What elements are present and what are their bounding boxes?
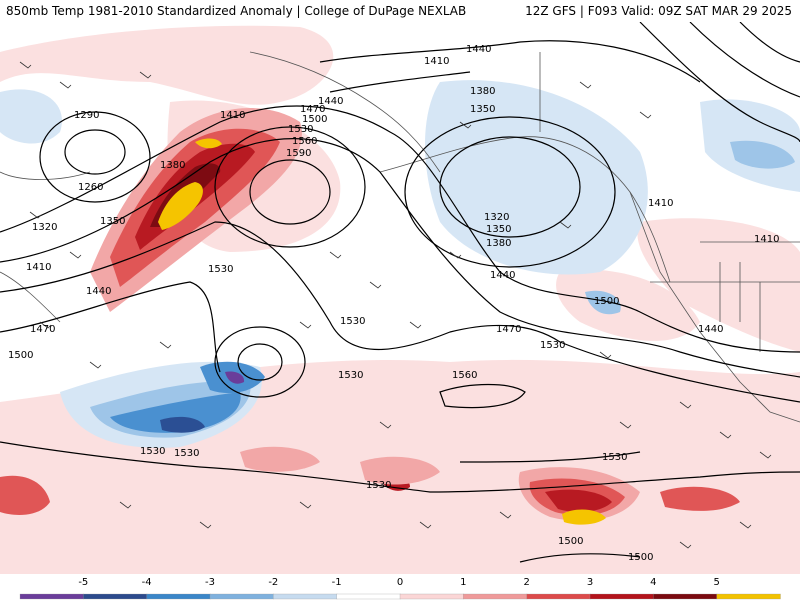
contour-label: 1350 [486,224,511,235]
colorbar-tick-label: 0 [397,577,403,588]
colorbar-swatch [526,593,591,600]
contour-label: 1590 [286,148,311,159]
colorbar-swatch [653,593,718,600]
colorbar-swatch [399,593,464,600]
anomaly-positive-region [545,489,612,513]
contour-label: 1500 [594,296,619,307]
colorbar-swatch [209,593,274,600]
colorbar-swatch [19,593,84,600]
contour-label: 1440 [86,286,111,297]
contour-label: 1440 [698,324,723,335]
coastlines [0,51,800,423]
contour-label: 1260 [78,182,103,193]
anomaly-negative-region [160,416,205,433]
anomaly-positive-region [0,475,50,515]
anomaly-positive-region [562,509,606,525]
anomaly-positive-region [158,182,203,230]
colorbar-swatch [463,593,528,600]
contour-label: 1440 [318,96,343,107]
colorbar-tick-label: -2 [268,577,278,588]
anomaly-shading [0,25,800,574]
contour-label: 1410 [754,234,779,245]
colorbar-tick-label: 5 [713,577,719,588]
colorbar-swatch [146,593,211,600]
contour-label: 1470 [496,324,521,335]
anomaly-negative-region [585,290,621,315]
colorbar-tick-label: -3 [205,577,215,588]
contour-label: 1320 [32,222,57,233]
anomaly-colorbar: -5 -4 -3 -2 -1 0 1 2 3 4 5 [0,574,800,600]
colorbar-tick-label: 2 [523,577,529,588]
colorbar-tick-label: -4 [142,577,152,588]
colorbar-tick-label: 1 [460,577,466,588]
anomaly-negative-region [110,392,241,433]
contour-label: 1470 [30,324,55,335]
contour-label: 1500 [8,350,33,361]
wind-barbs [19,61,772,549]
contour-label: 1410 [26,262,51,273]
anomaly-map: 1440 1410 1290 1410 1470 1440 1500 1530 … [0,22,800,574]
anomaly-positive-region [240,446,320,472]
colorbar-swatch [273,593,338,600]
contour-label: 1440 [466,44,491,55]
anomaly-positive-region [660,486,740,511]
colorbar-tick-label: -1 [332,577,342,588]
contour-label: 1380 [470,86,495,97]
colorbar-swatch [589,593,654,600]
anomaly-positive-region [360,456,440,485]
anomaly-negative-region [0,89,62,144]
contour-label: 1470 [300,104,325,115]
colorbar-swatch [83,593,148,600]
contour-label: 1530 [602,452,627,463]
contour-label: 1530 [338,370,363,381]
height-contours [0,22,800,563]
contour-label: 1350 [100,216,125,227]
colorbar-tick-label: 4 [650,577,656,588]
contour-label: 1380 [160,160,185,171]
anomaly-positive-region [195,138,222,149]
colorbar-ticks: -5 -4 -3 -2 -1 0 1 2 3 4 5 [78,577,720,588]
colorbar-swatch [336,593,401,600]
contour-label: 1410 [220,110,245,121]
contour-label: 1530 [288,124,313,135]
contour-label: 1350 [470,104,495,115]
anomaly-negative-region [225,371,245,384]
map-title: 850mb Temp 1981-2010 Standardized Anomal… [6,4,467,18]
colorbar-swatches [19,593,781,600]
colorbar-swatch [716,593,781,600]
colorbar-tick-label: -5 [78,577,88,588]
contour-label: 1320 [484,212,509,223]
run-valid-time: 12Z GFS | F093 Valid: 09Z SAT MAR 29 202… [525,4,792,18]
anomaly-positive-region [0,25,334,105]
contour-label: 1560 [292,136,317,147]
anomaly-negative-region [730,140,795,169]
colorbar-tick-label: 3 [587,577,593,588]
contour-label-group: 1440 1410 1290 1410 1470 1440 1500 1530 … [8,44,779,563]
contour-label: 1530 [366,480,391,491]
contour-label: 1410 [424,56,449,67]
contour-label: 1530 [540,340,565,351]
contour-label: 1500 [628,552,653,563]
contour-label: 1500 [558,536,583,547]
contour-label: 1530 [208,264,233,275]
contour-label: 1530 [174,448,199,459]
contour-label: 1530 [340,316,365,327]
header: 850mb Temp 1981-2010 Standardized Anomal… [0,0,800,22]
contour-label: 1410 [648,198,673,209]
anomaly-positive-region [637,218,800,352]
contour-label: 1530 [140,446,165,457]
contour-label: 1440 [490,270,515,281]
anomaly-negative-region [425,80,648,275]
contour-label: 1380 [486,238,511,249]
contour-label: 1560 [452,370,477,381]
contour-label: 1500 [302,114,327,125]
contour-label: 1290 [74,110,99,121]
